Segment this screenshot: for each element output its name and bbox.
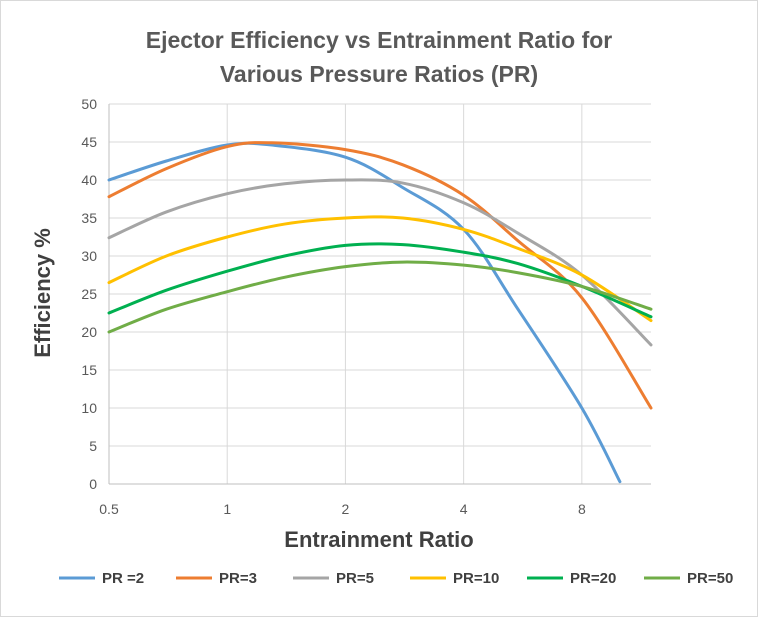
x-tick-label: 0.5	[99, 501, 119, 517]
y-tick-labels: 0 5 10 15 20 25 30 35 40 45 50	[81, 96, 97, 492]
legend-label-6: PR=50	[687, 570, 733, 587]
chart-title-line-2: Various Pressure Ratios (PR)	[220, 61, 538, 87]
legend-label-1: PR =2	[102, 570, 144, 587]
x-tick-label: 4	[460, 501, 468, 517]
y-tick-label: 50	[81, 96, 97, 112]
series-line-5	[107, 242, 653, 319]
y-tick-label: 5	[89, 438, 97, 454]
y-tick-label: 0	[89, 476, 97, 492]
grid	[109, 103, 651, 484]
y-tick-label: 15	[81, 362, 97, 378]
series-line-4	[107, 215, 653, 323]
y-tick-label: 30	[81, 248, 97, 264]
series-line-2	[107, 141, 653, 410]
chart-title-line-1: Ejector Efficiency vs Entrainment Ratio …	[146, 27, 613, 53]
chart-title-group: Ejector Efficiency vs Entrainment Ratio …	[146, 27, 613, 87]
legend-label-5: PR=20	[570, 570, 616, 587]
series-line-3	[107, 178, 653, 347]
y-axis-title: Efficiency %	[30, 228, 55, 358]
x-axis-title: Entrainment Ratio	[284, 527, 473, 552]
x-tick-labels: 0.5 1 2 4 8	[99, 501, 586, 517]
x-tick-label: 2	[342, 501, 350, 517]
series-line-6	[107, 260, 653, 334]
legend-label-4: PR=10	[453, 570, 499, 587]
y-tick-label: 25	[81, 286, 97, 302]
legend-label-3: PR=5	[336, 570, 374, 587]
y-tick-label: 45	[81, 134, 97, 150]
y-tick-label: 10	[81, 400, 97, 416]
x-tick-label: 8	[578, 501, 586, 517]
legend: PR =2 PR=3 PR=5 PR=10 PR=20 PR=50	[59, 570, 733, 587]
series-line-1	[107, 141, 622, 484]
y-tick-label: 20	[81, 324, 97, 340]
y-tick-label: 35	[81, 210, 97, 226]
x-tick-label: 1	[223, 501, 231, 517]
y-tick-label: 40	[81, 172, 97, 188]
series-lines	[107, 141, 653, 484]
legend-label-2: PR=3	[219, 570, 257, 587]
axes	[108, 104, 651, 485]
